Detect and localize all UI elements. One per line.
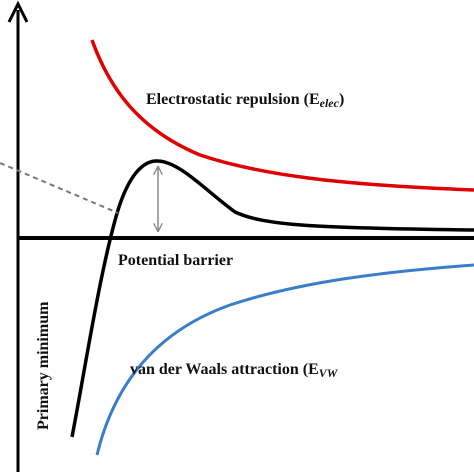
total-interaction-curve [70, 159, 474, 438]
potential-barrier-label: Potential barrier [118, 252, 233, 269]
energy-axis-arrow-icon [7, 0, 29, 23]
primary-minimum-label: Primary minimum [35, 301, 52, 430]
vdw-attraction-label: van der Waals attraction (EVW [130, 361, 339, 380]
electrostatic-repulsion-curve [90, 39, 474, 192]
vdw-attraction-curve [95, 263, 474, 456]
dashed-extension-line [0, 162, 119, 214]
electrostatic-repulsion-label: Electrostatic repulsion (Eelec) [146, 91, 344, 110]
